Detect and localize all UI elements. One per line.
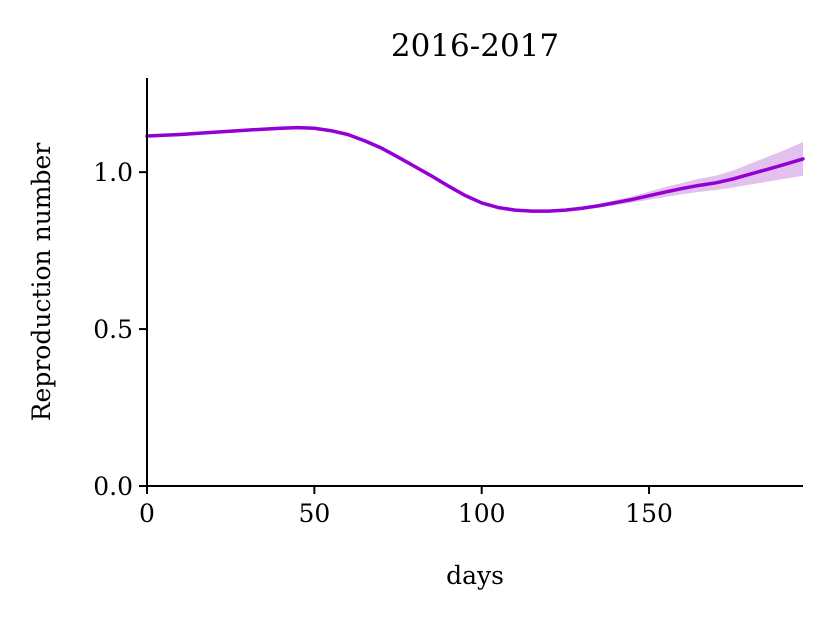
plot-area xyxy=(145,125,805,213)
y-tick-label: 1.0 xyxy=(93,158,133,187)
x-tick-label: 100 xyxy=(458,499,506,528)
y-tick-label: 0.0 xyxy=(93,472,133,501)
x-tick-label: 150 xyxy=(625,499,673,528)
x-axis-label: days xyxy=(446,561,504,590)
chart-title: 2016-2017 xyxy=(391,28,559,64)
x-tick-label: 0 xyxy=(139,499,155,528)
y-tick-label: 0.5 xyxy=(93,315,133,344)
series-line xyxy=(145,125,805,213)
axes: 0 50 100 150 0.0 0.5 1.0 xyxy=(93,78,803,528)
y-axis-label: Reproduction number xyxy=(27,143,56,422)
x-tick-label: 50 xyxy=(298,499,330,528)
